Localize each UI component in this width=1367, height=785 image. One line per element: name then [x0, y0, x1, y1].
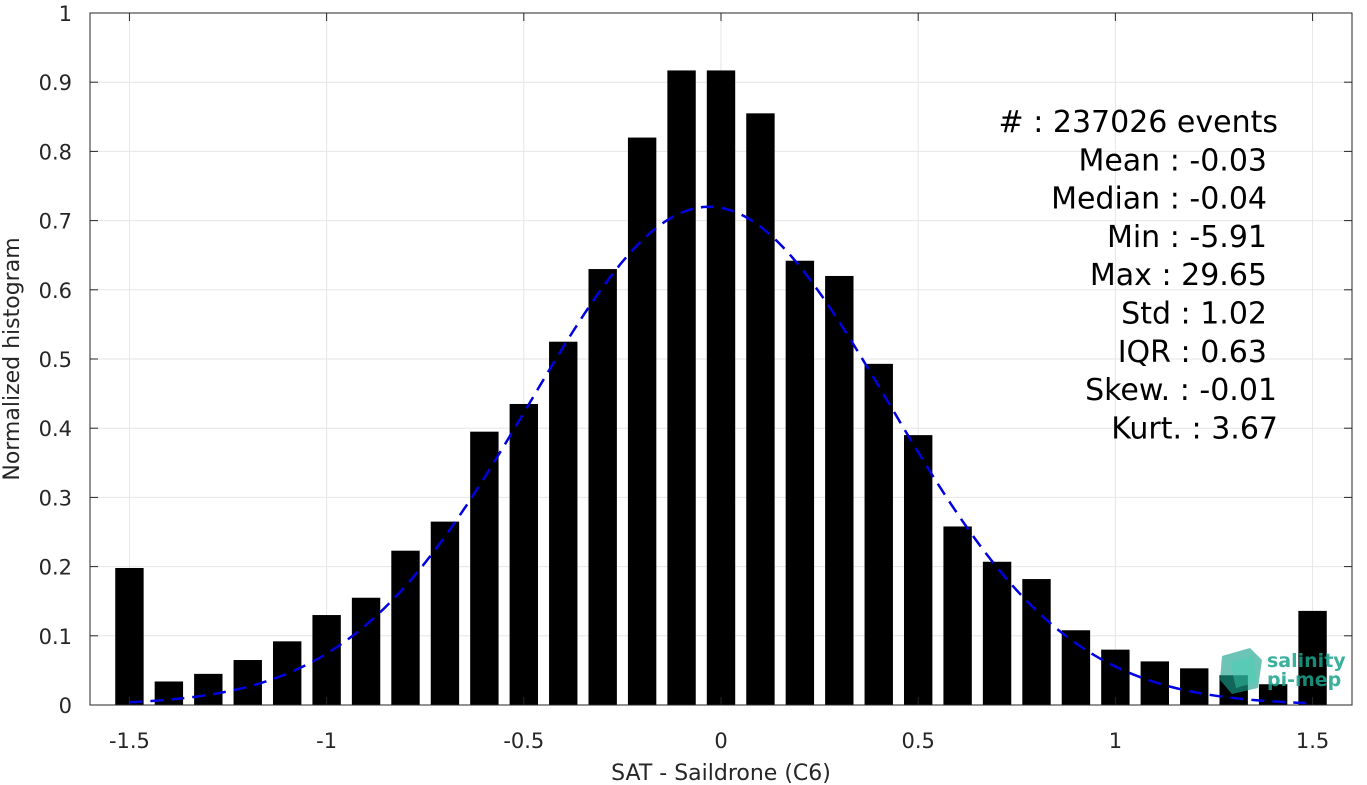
x-tick-label: 0	[714, 729, 727, 753]
histogram-bar	[1180, 668, 1209, 705]
histogram-bar	[549, 341, 578, 705]
histogram-bar	[588, 269, 617, 705]
y-tick-label: 0.5	[39, 348, 72, 372]
histogram-bar	[982, 561, 1012, 705]
histogram-bar	[470, 431, 499, 705]
y-tick-label: 0.7	[39, 210, 72, 234]
x-tick-label: 1	[1109, 729, 1122, 753]
gaussian-fit-curve	[129, 205, 1313, 705]
histogram-bar	[627, 137, 657, 705]
histogram-bar	[1298, 610, 1327, 705]
x-tick-label: 0.5	[901, 729, 934, 753]
y-tick-label: 0.4	[39, 417, 72, 441]
histogram-bar	[864, 363, 893, 705]
histogram-bar	[1022, 579, 1051, 705]
watermark-line2: pi-mep	[1267, 669, 1341, 691]
histogram-bar	[746, 113, 775, 706]
histogram-bar	[115, 567, 144, 705]
watermark-line1: salinity	[1267, 650, 1346, 672]
histogram-bar	[1061, 630, 1091, 705]
stats-line: Skew. : -0.01	[1085, 373, 1277, 408]
stats-line: # : 237026 events	[999, 105, 1278, 140]
histogram-bar	[351, 597, 381, 705]
y-tick-label: 0.2	[39, 556, 72, 580]
histogram-bar	[272, 641, 302, 705]
x-tick-label: -1.5	[109, 729, 150, 753]
histogram-bar	[430, 521, 460, 705]
stats-line: Std : 1.02	[1121, 297, 1267, 332]
histogram-bar	[825, 275, 854, 705]
y-tick-label: 0.8	[39, 140, 72, 164]
stats-line: Kurt. : 3.67	[1111, 411, 1278, 446]
x-tick-label: -0.5	[503, 729, 544, 753]
stats-line: Max : 29.65	[1090, 258, 1267, 293]
histogram-bar	[1258, 684, 1288, 705]
stats-line: Median : -0.04	[1051, 182, 1267, 217]
salinity-pimep-logo-icon	[1220, 648, 1262, 694]
histogram-bar	[706, 70, 736, 706]
x-axis-title: SAT - Saildrone (C6)	[611, 761, 831, 785]
stats-line: IQR : 0.63	[1118, 335, 1267, 370]
histogram-bar	[903, 435, 933, 705]
x-axis-ticks: -1.5 -1 -0.5 0 0.5 1 1.5	[109, 13, 1329, 753]
histogram-bar	[667, 70, 696, 706]
histogram-bar	[233, 660, 262, 705]
y-tick-label: 0	[59, 694, 72, 718]
y-tick-label: 0.6	[39, 279, 72, 303]
y-tick-label: 0.1	[39, 625, 72, 649]
y-axis-title: Normalized histogram	[0, 237, 25, 480]
histogram-bar	[785, 260, 815, 705]
histogram-bar	[1101, 649, 1130, 705]
histogram-bar	[943, 526, 972, 705]
x-tick-label: 1.5	[1296, 729, 1329, 753]
y-axis-ticks: 0 0.1 0.2 0.3 0.4 0.5 0.6 0.7 0.8 0.9 1	[39, 2, 1352, 718]
y-tick-label: 1	[59, 2, 72, 26]
salinity-pimep-watermark: salinity pi-mep	[1220, 648, 1346, 694]
stats-line: Mean : -0.03	[1078, 143, 1267, 178]
histogram-bar	[509, 403, 539, 705]
x-tick-label: -1	[316, 729, 337, 753]
y-tick-label: 0.9	[39, 71, 72, 95]
histogram-bars	[115, 70, 1327, 706]
y-tick-label: 0.3	[39, 486, 72, 510]
histogram-bar	[194, 673, 223, 705]
stats-line: Min : -5.91	[1107, 220, 1267, 255]
